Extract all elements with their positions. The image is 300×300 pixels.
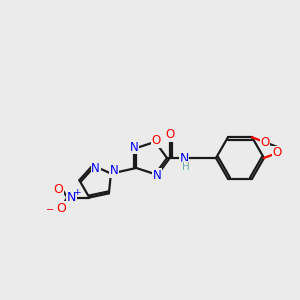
Text: N: N [110,164,118,177]
Text: N: N [130,140,139,154]
Text: O: O [53,183,63,196]
Text: N: N [91,162,100,175]
Text: N: N [179,152,189,164]
Text: O: O [260,136,270,149]
Text: O: O [56,202,66,215]
Text: O: O [165,128,175,142]
Text: +: + [73,188,80,197]
Text: N: N [67,191,76,204]
Text: −: − [46,205,54,214]
Text: O: O [152,134,161,147]
Text: O: O [272,146,282,160]
Text: H: H [182,162,190,172]
Text: N: N [153,169,162,182]
